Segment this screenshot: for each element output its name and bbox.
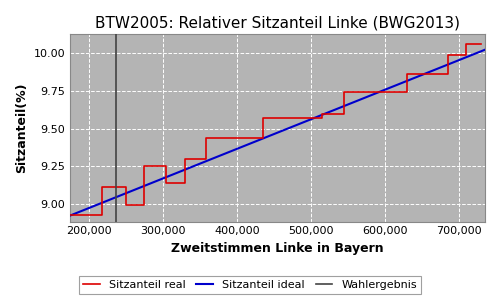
Sitzanteil real	[300, 116, 306, 120]
Sitzanteil real	[260, 116, 266, 120]
Sitzanteil real	[300, 116, 306, 120]
Sitzanteil real	[445, 53, 451, 57]
Sitzanteil real	[278, 116, 284, 120]
Sitzanteil real	[426, 73, 432, 76]
Sitzanteil real	[360, 91, 366, 94]
Sitzanteil real	[319, 116, 325, 120]
Sitzanteil real	[202, 136, 208, 139]
Sitzanteil real	[164, 181, 170, 184]
Sitzanteil real	[319, 112, 325, 115]
Sitzanteil real	[260, 136, 266, 139]
Sitzanteil real	[202, 157, 208, 160]
Sitzanteil real	[445, 73, 451, 76]
Sitzanteil real	[404, 91, 410, 94]
Legend: Sitzanteil real, Sitzanteil ideal, Wahlergebnis: Sitzanteil real, Sitzanteil ideal, Wahle…	[78, 276, 422, 294]
Sitzanteil real	[382, 91, 388, 94]
Title: BTW2005: Relativer Sitzanteil Linke (BWG2013): BTW2005: Relativer Sitzanteil Linke (BWG…	[95, 15, 460, 30]
Sitzanteil real	[464, 53, 469, 57]
Sitzanteil real	[222, 136, 228, 139]
Sitzanteil real	[182, 157, 188, 160]
Sitzanteil real	[99, 213, 105, 217]
Y-axis label: Sitzanteil(%): Sitzanteil(%)	[15, 82, 28, 173]
Sitzanteil real	[341, 112, 347, 115]
Sitzanteil real	[241, 136, 247, 139]
Sitzanteil real	[182, 181, 188, 184]
Sitzanteil real	[164, 164, 170, 168]
Sitzanteil real	[122, 203, 128, 207]
Sitzanteil real	[382, 91, 388, 94]
Sitzanteil real	[341, 91, 347, 94]
Sitzanteil real	[426, 73, 432, 76]
Sitzanteil real	[122, 185, 128, 189]
Sitzanteil real	[241, 136, 247, 139]
X-axis label: Zweitstimmen Linke in Bayern: Zweitstimmen Linke in Bayern	[171, 242, 384, 255]
Sitzanteil real	[404, 73, 410, 76]
Sitzanteil real	[222, 136, 228, 139]
Sitzanteil real	[67, 213, 73, 217]
Sitzanteil real	[464, 43, 469, 46]
Sitzanteil real	[141, 203, 147, 207]
Sitzanteil real	[99, 185, 105, 189]
Sitzanteil real	[141, 164, 147, 168]
Sitzanteil real	[360, 91, 366, 94]
Line: Sitzanteil real: Sitzanteil real	[70, 44, 482, 215]
Sitzanteil real	[478, 43, 484, 46]
Sitzanteil real	[278, 116, 284, 120]
